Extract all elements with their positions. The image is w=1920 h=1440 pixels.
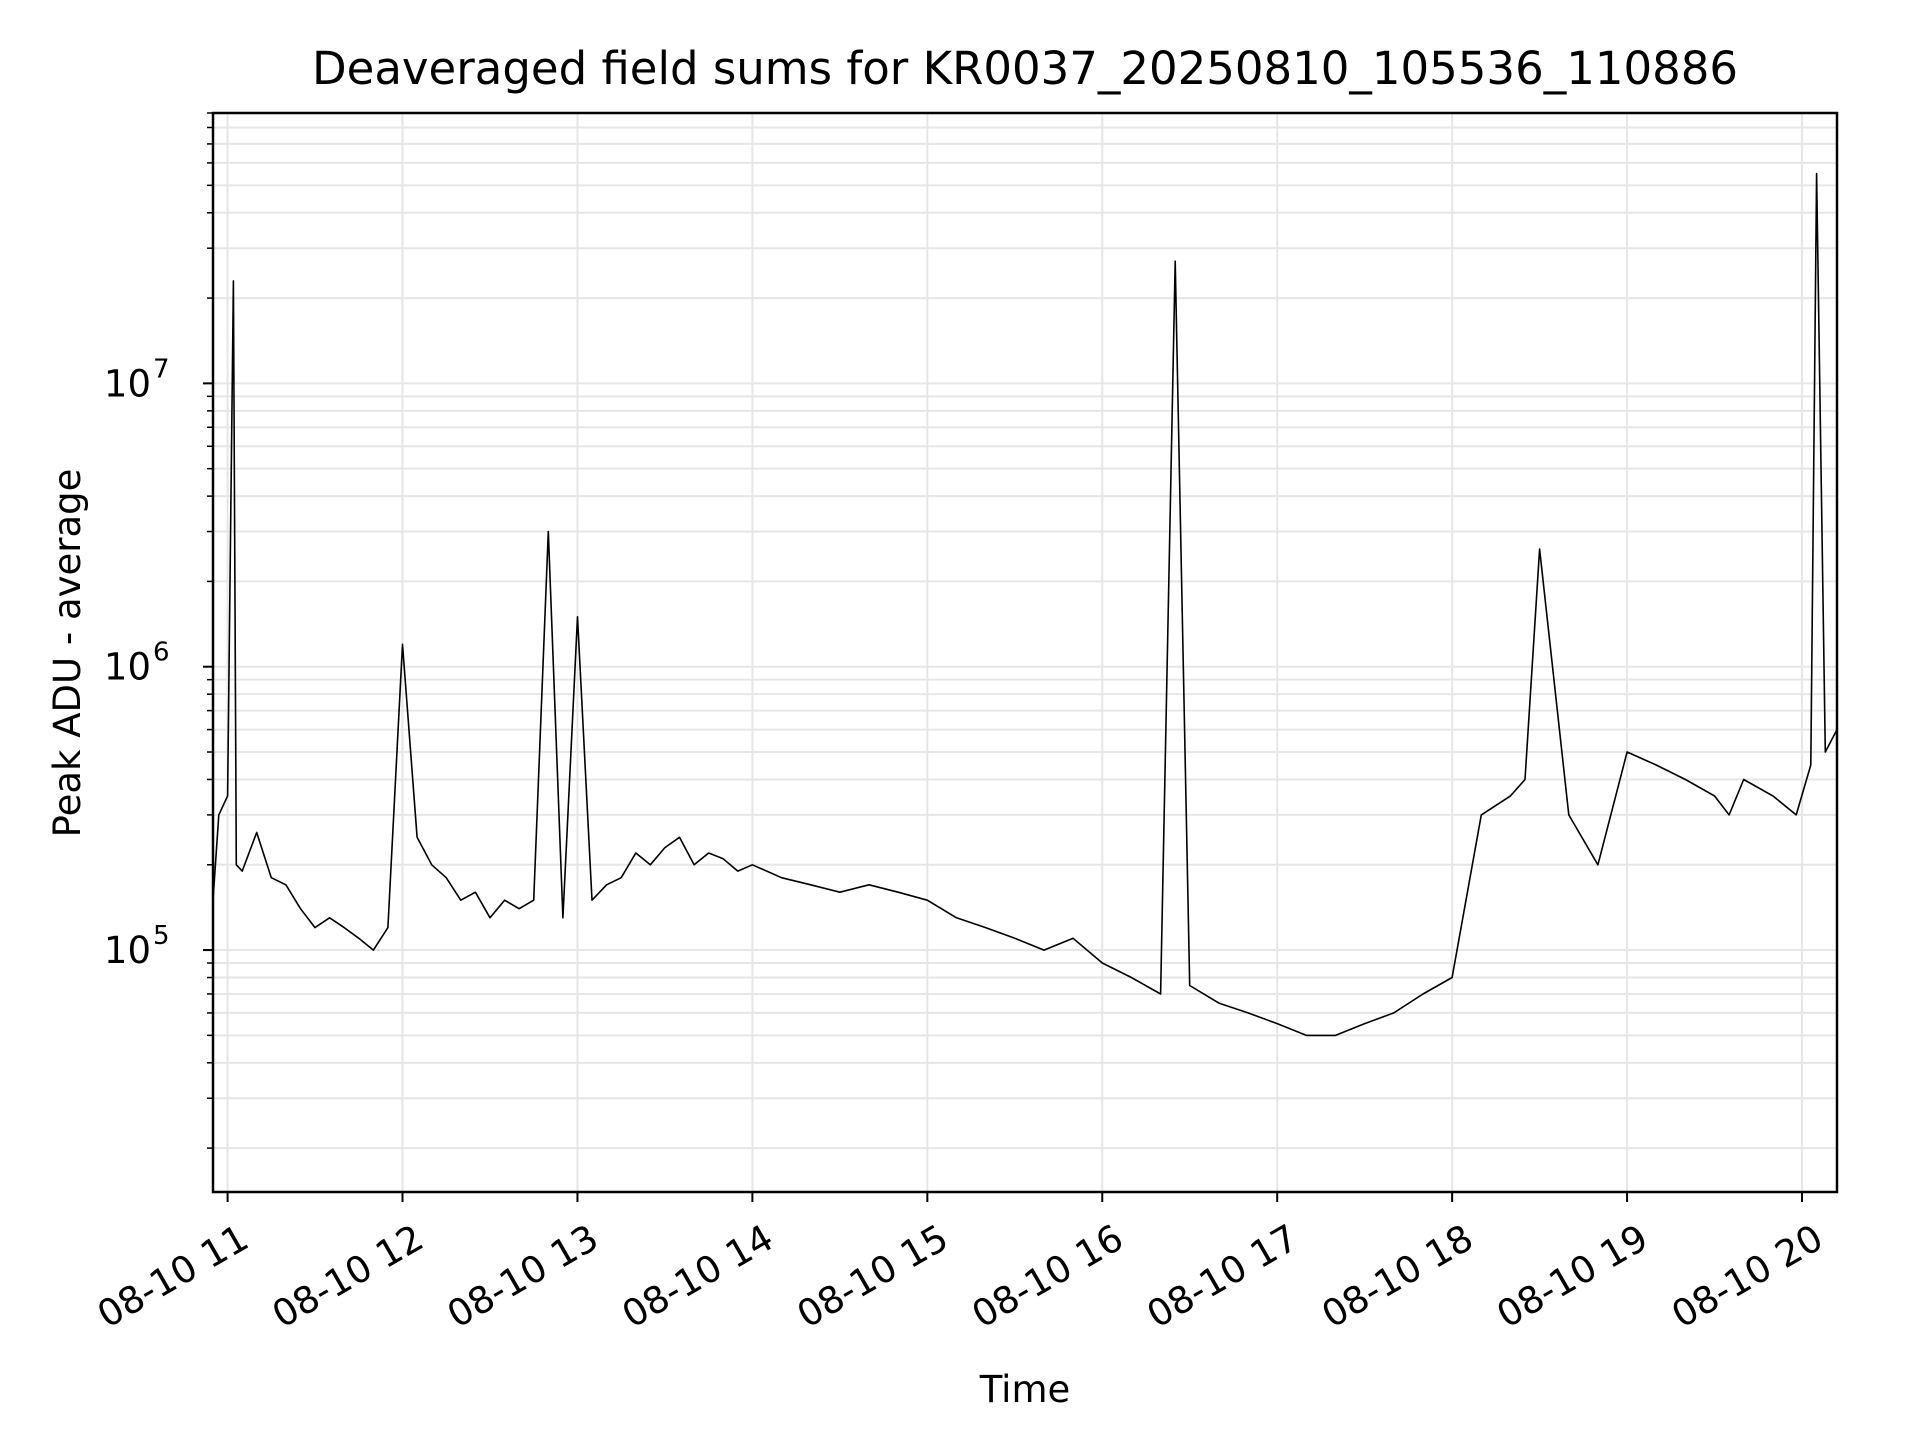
y-tick-label-base: 10 — [104, 646, 151, 689]
data-series-line — [212, 172, 1838, 1037]
y-tick-label-base: 10 — [104, 929, 151, 972]
y-tick-label: 10 7 — [104, 354, 170, 405]
y-tick-label-exponent: 6 — [153, 638, 170, 668]
y-tick-label-exponent: 5 — [153, 921, 170, 951]
x-axis-label: Time — [979, 1368, 1071, 1411]
y-tick-label-base: 10 — [104, 362, 151, 405]
y-tick-label: 10 6 — [104, 638, 170, 689]
chart-title: Deaveraged field sums for KR0037_2025081… — [312, 42, 1738, 95]
plot-area — [212, 172, 1838, 1037]
axes-frame — [211, 111, 1839, 1194]
y-tick-label: 10 5 — [104, 921, 170, 972]
y-axis-label: Peak ADU - average — [46, 469, 89, 838]
y-tick-label-exponent: 7 — [153, 354, 170, 384]
